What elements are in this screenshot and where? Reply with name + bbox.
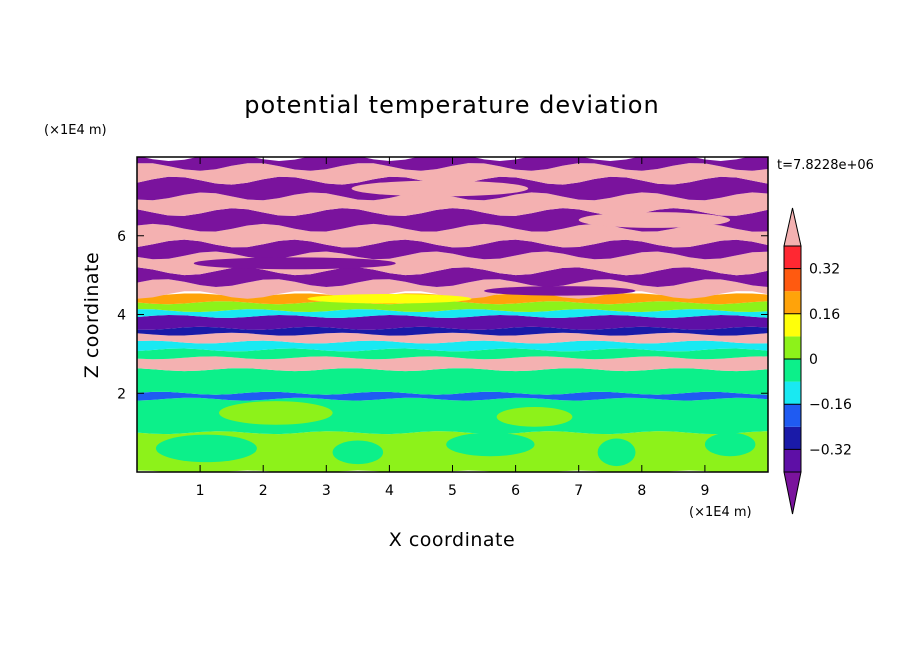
colorbar-bin (784, 381, 801, 405)
colorbar-bin (784, 426, 801, 450)
x-tick-label: 9 (700, 483, 709, 499)
colorbar-tick-label: 0 (809, 352, 818, 368)
colorbar-bin (784, 359, 801, 382)
colorbar-extend-min (783, 471, 802, 515)
x-tick-label: 8 (637, 483, 646, 499)
x-axis-label: X coordinate (389, 529, 515, 551)
contour-band (137, 208, 768, 232)
contour-band (137, 391, 768, 401)
colorbar-bin (784, 336, 801, 359)
contour-band (137, 223, 768, 248)
contour-patch (219, 401, 333, 425)
colorbar-bin (784, 313, 801, 337)
x-tick-label: 5 (448, 483, 457, 499)
colorbar-bin (784, 268, 801, 292)
x-tick-label: 7 (574, 483, 583, 499)
contour-band (137, 192, 768, 216)
contour-band (137, 340, 768, 352)
contour-patch (193, 257, 396, 270)
y-axis: 2 4 6 (117, 229, 768, 402)
colorbar-extend-max (783, 207, 802, 247)
y-tick-label: 6 (117, 229, 126, 245)
y-axis-label: Z coordinate (81, 252, 103, 378)
contour-patch (704, 432, 756, 457)
contour-patch (597, 438, 636, 467)
contour-patch (155, 434, 257, 463)
contour-band (137, 368, 768, 395)
chart-title: potential temperature deviation (244, 91, 659, 119)
colorbar-tick-label: 0.16 (809, 307, 840, 323)
colorbar-tick-label: 0.32 (809, 262, 840, 278)
colorbar-bin (784, 449, 801, 472)
contour-patch (446, 432, 535, 457)
contour-band (137, 279, 768, 299)
x-tick-label: 6 (511, 483, 520, 499)
contour-patch (307, 294, 472, 304)
contour-patch (484, 286, 636, 296)
x-tick-label: 2 (259, 483, 268, 499)
contour-band (137, 301, 768, 312)
contour-patch (496, 407, 573, 427)
x-axis-unit: (×1E4 m) (689, 505, 752, 520)
colorbar-bin (784, 291, 801, 314)
y-axis-unit: (×1E4 m) (44, 123, 107, 138)
contour-band (137, 332, 768, 344)
y-tick-label: 2 (117, 386, 126, 402)
x-axis: 1 2 3 4 5 6 7 8 9 (196, 157, 709, 499)
colorbar-tick-label: −0.16 (809, 397, 852, 413)
contour-band (137, 348, 768, 360)
colorbar: −0.32 −0.16 0 0.16 0.32 (783, 207, 852, 515)
x-tick-label: 4 (385, 483, 394, 499)
contour-field (137, 157, 768, 472)
x-tick-label: 3 (322, 483, 331, 499)
contour-band (137, 356, 768, 372)
contour-band (137, 239, 768, 260)
contour-band (137, 315, 768, 330)
contour-band (137, 267, 768, 287)
contour-patch (332, 440, 384, 465)
colorbar-bin (784, 246, 801, 269)
contour-band (137, 326, 768, 336)
contour-band (137, 163, 768, 185)
colorbar-tick-label: −0.32 (809, 442, 852, 458)
y-tick-label: 4 (117, 308, 126, 324)
contour-patch (578, 212, 731, 228)
contour-patch (351, 180, 529, 197)
contour-band (137, 309, 768, 318)
colorbar-bin (784, 404, 801, 427)
x-tick-label: 1 (196, 483, 205, 499)
time-stamp: t=7.8228e+06 (777, 158, 874, 173)
